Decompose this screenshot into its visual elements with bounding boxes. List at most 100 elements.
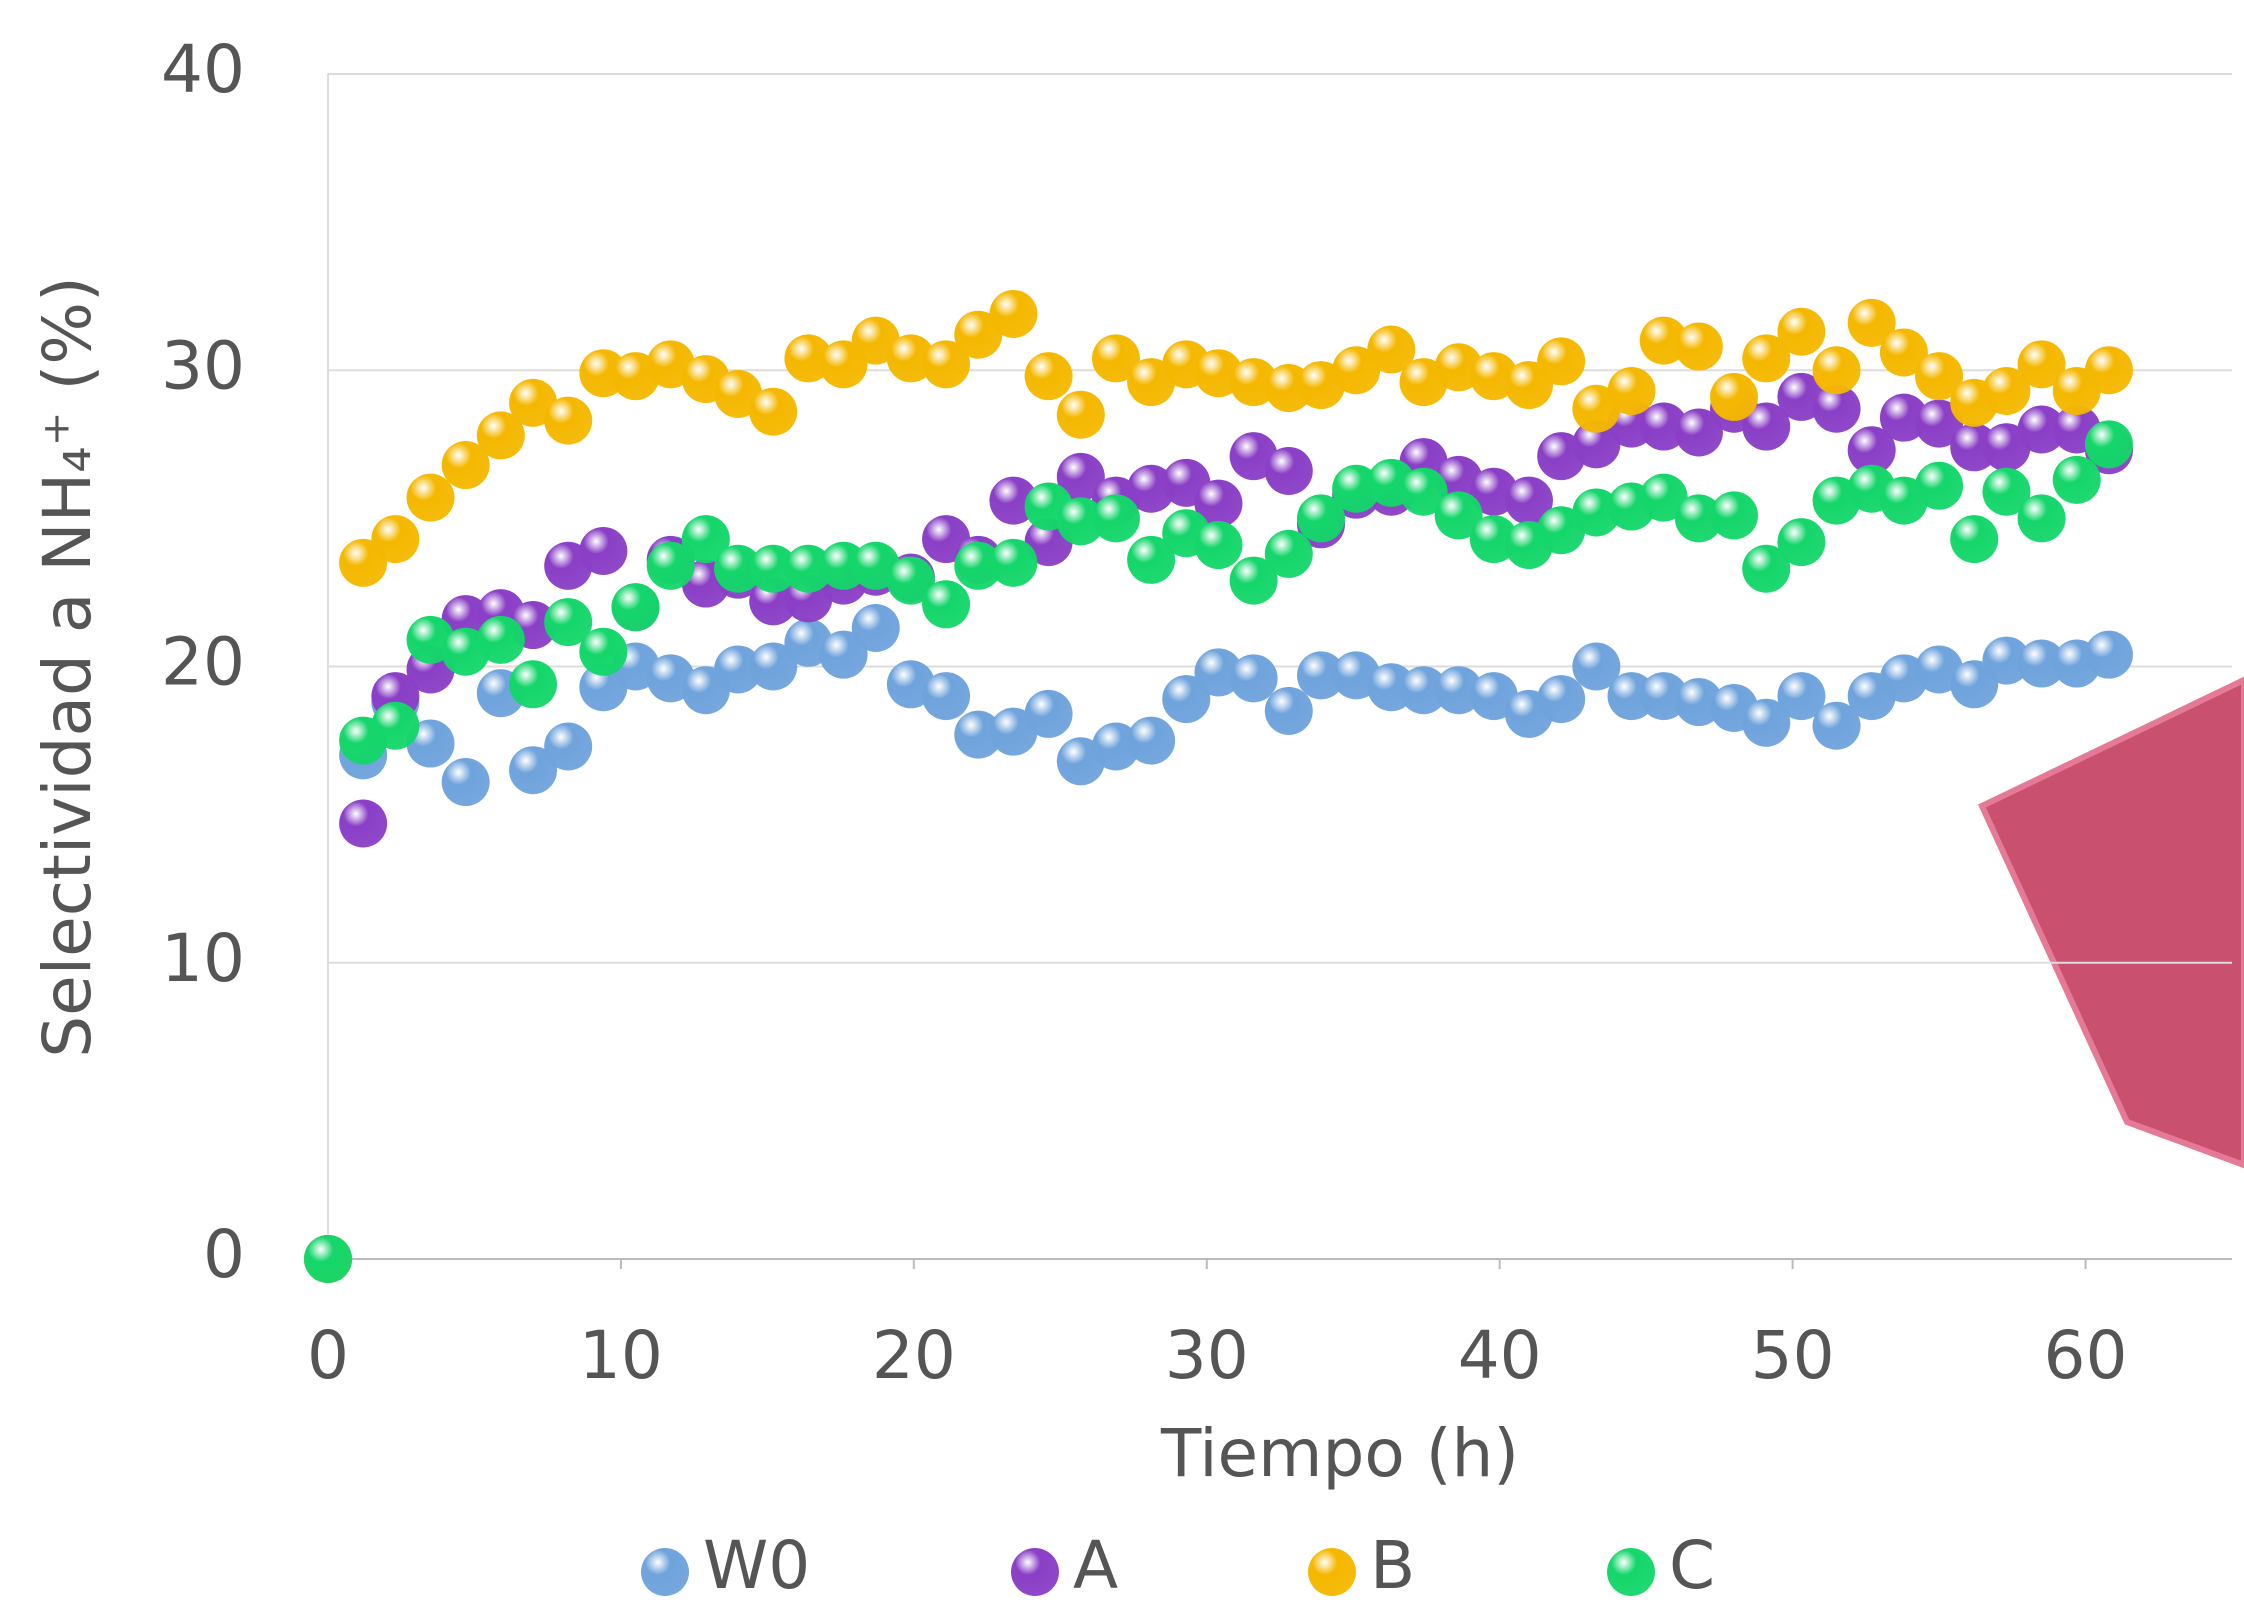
data-point — [1229, 654, 1278, 703]
data-point — [2052, 455, 2101, 504]
data-point — [1367, 325, 1416, 374]
data-point — [1847, 298, 1896, 347]
data-point — [1572, 642, 1621, 691]
decoration-shape — [1978, 676, 2244, 1169]
data-point — [989, 538, 1038, 587]
legend-marker — [641, 1548, 689, 1596]
data-point — [1537, 337, 1586, 386]
data-point — [2084, 346, 2133, 395]
data-point — [476, 615, 525, 664]
y-tick-label: 0 — [203, 1216, 245, 1293]
legend-label: W0 — [703, 1527, 810, 1604]
data-point — [1915, 399, 1964, 448]
data-point — [544, 396, 593, 445]
data-point — [1879, 328, 1928, 377]
y-tick-label: 40 — [161, 31, 245, 108]
data-point — [1710, 491, 1759, 540]
data-point — [579, 526, 628, 575]
data-point — [989, 289, 1038, 338]
data-point — [509, 660, 558, 709]
x-tick-label: 20 — [872, 1317, 956, 1394]
data-point — [1742, 544, 1791, 593]
data-point — [2017, 639, 2066, 688]
data-point — [1982, 366, 2031, 415]
data-point — [1194, 479, 1243, 528]
data-point — [886, 556, 935, 605]
data-point — [1332, 346, 1381, 395]
data-point — [1056, 452, 1105, 501]
y-tick-label: 10 — [161, 920, 245, 997]
legend-marker — [1011, 1548, 1059, 1596]
data-point — [922, 672, 971, 721]
data-point — [1607, 366, 1656, 415]
y-axis-title: Selectividad a NH₄⁺ (%) — [29, 276, 106, 1057]
data-point — [922, 340, 971, 389]
legend-marker — [1607, 1548, 1655, 1596]
data-point — [1091, 494, 1140, 543]
data-point — [611, 583, 660, 632]
data-point — [749, 387, 798, 436]
data-point — [1572, 420, 1621, 469]
x-tick-label: 0 — [307, 1317, 349, 1394]
data-point — [1127, 535, 1176, 584]
data-point — [819, 630, 868, 679]
x-tick-label: 50 — [1751, 1317, 1835, 1394]
data-point — [371, 701, 420, 750]
data-point — [339, 799, 388, 848]
data-point — [1742, 402, 1791, 451]
data-point — [1982, 636, 2031, 685]
data-point — [954, 541, 1003, 590]
x-tick-label: 60 — [2044, 1317, 2128, 1394]
data-point — [1777, 518, 1826, 567]
data-point — [371, 515, 420, 564]
data-point — [784, 544, 833, 593]
legend-label: C — [1669, 1527, 1715, 1604]
data-point — [2017, 405, 2066, 454]
data-point — [1674, 408, 1723, 457]
data-point — [579, 627, 628, 676]
data-point — [1056, 390, 1105, 439]
data-point — [1264, 686, 1313, 735]
data-point — [1950, 515, 1999, 564]
data-point — [1297, 651, 1346, 700]
data-point — [1742, 698, 1791, 747]
data-point — [749, 544, 798, 593]
data-point — [1674, 322, 1723, 371]
legend-label: B — [1370, 1527, 1415, 1604]
data-point — [544, 722, 593, 771]
y-tick-label: 20 — [161, 624, 245, 701]
data-point — [1297, 494, 1346, 543]
data-point — [1639, 473, 1688, 522]
data-point — [1777, 307, 1826, 356]
data-point — [749, 642, 798, 691]
data-point — [2084, 630, 2133, 679]
data-point — [1229, 556, 1278, 605]
data-point — [1504, 476, 1553, 525]
x-tick-label: 40 — [1458, 1317, 1542, 1394]
data-point — [954, 310, 1003, 359]
data-point — [851, 603, 900, 652]
data-point — [1399, 666, 1448, 715]
data-point — [646, 541, 695, 590]
data-point — [1674, 494, 1723, 543]
data-point — [1264, 446, 1313, 495]
data-point — [1024, 689, 1073, 738]
data-point — [1812, 346, 1861, 395]
data-point — [1024, 352, 1073, 401]
data-point — [2017, 340, 2066, 389]
data-point — [1812, 384, 1861, 433]
data-point — [922, 580, 971, 629]
legend-label: A — [1073, 1527, 1118, 1604]
legend-marker — [1308, 1548, 1356, 1596]
data-point — [1194, 521, 1243, 570]
data-point — [544, 598, 593, 647]
data-point — [1127, 716, 1176, 765]
data-point — [1915, 352, 1964, 401]
data-point — [509, 746, 558, 795]
data-point — [476, 411, 525, 460]
data-point — [441, 758, 490, 807]
data-point — [1264, 529, 1313, 578]
data-point — [1399, 467, 1448, 516]
